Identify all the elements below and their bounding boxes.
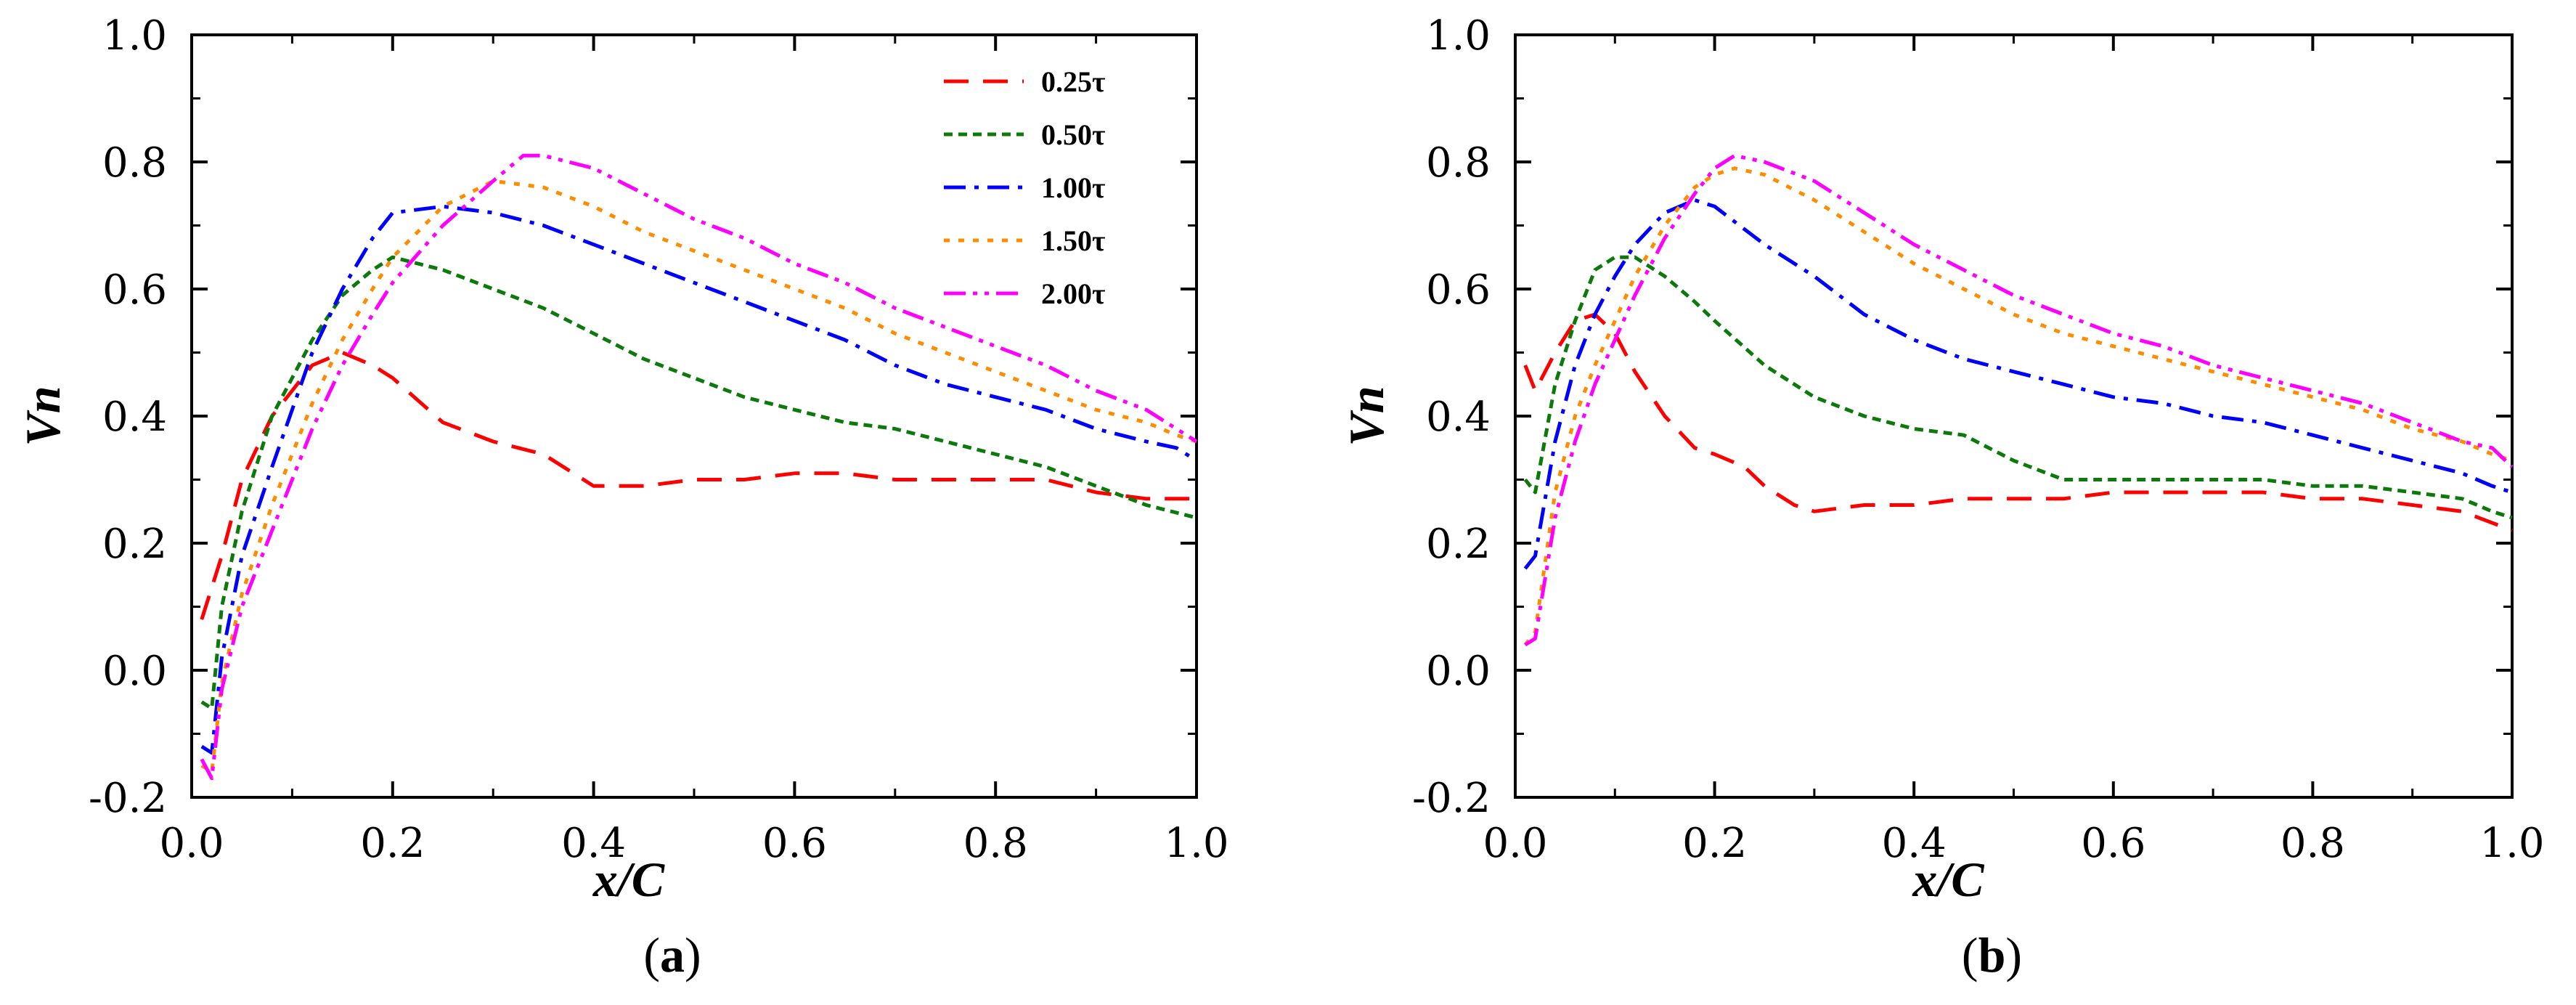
legend-label: 0.25τ — [1041, 65, 1105, 98]
y-tick-label: 0.6 — [1426, 266, 1491, 314]
y-tick-label: 0.2 — [1426, 521, 1491, 568]
y-tick-label: -0.2 — [1412, 775, 1491, 822]
y-tick-label: 0.0 — [1426, 648, 1491, 695]
series-line-2.00τ — [200, 153, 1198, 781]
y-tick-label: 0.4 — [102, 394, 167, 441]
x-tick-label: 0.2 — [1682, 820, 1747, 867]
series-line-1.00τ — [200, 204, 1198, 755]
y-tick-label: 0.0 — [102, 648, 167, 695]
x-axis-title: x/C — [1912, 852, 1984, 907]
x-tick-label: 0.4 — [1882, 820, 1947, 867]
y-tick-label: 1.0 — [102, 12, 167, 60]
series-line-1.50τ — [1523, 166, 2513, 646]
y-axis-title: Vn — [1339, 386, 1394, 446]
x-axis-title: x/C — [592, 852, 665, 907]
x-tick-label: 0.4 — [561, 820, 626, 867]
x-tick-label: 0.2 — [360, 820, 425, 867]
series-line-1.00τ — [1523, 198, 2513, 570]
panel-a: 0.0 0.2 0.4 0.6 0.8 1.0-0.20.00.20.40.60.81.0… — [15, 12, 1229, 982]
y-tick-label: 0.2 — [102, 521, 167, 568]
series-line-2.00τ — [1524, 153, 2514, 647]
series-line-0.25τ — [200, 351, 1197, 620]
legend-label: 0.50τ — [1041, 118, 1105, 151]
x-tick-label: 0.6 — [2081, 820, 2145, 867]
y-tick-label: 0.6 — [102, 266, 167, 314]
legend-label: 2.00τ — [1041, 277, 1105, 310]
legend-label: 1.50τ — [1041, 224, 1105, 257]
series-line-1.50τ — [200, 179, 1197, 774]
x-tick-label: 0.0 — [1483, 820, 1547, 867]
y-tick-label: -0.2 — [89, 775, 167, 822]
series-line-0.25τ — [1523, 312, 2513, 532]
panel-b: 0.0 0.2 0.4 0.6 0.8 1.0-0.20.00.20.40.60.81.0… — [1339, 12, 2545, 982]
legend-label: 1.00τ — [1041, 171, 1105, 204]
y-tick-label: 0.4 — [1426, 394, 1491, 441]
series-line-0.50τ — [1523, 255, 2513, 520]
x-tick-label: 1.0 — [2479, 820, 2544, 867]
series-line-0.50τ — [200, 255, 1197, 710]
panel-caption: (a) — [643, 927, 701, 982]
x-tick-label: 0.8 — [2281, 820, 2345, 867]
y-tick-label: 0.8 — [1426, 139, 1491, 187]
x-tick-label: 1.0 — [1164, 820, 1228, 867]
panel-caption: (b) — [1962, 927, 2022, 982]
y-tick-label: 0.8 — [102, 139, 167, 187]
y-tick-label: 1.0 — [1426, 12, 1491, 60]
x-tick-label: 0.6 — [762, 820, 827, 867]
x-tick-label: 0.0 — [159, 820, 224, 867]
y-axis-title: Vn — [15, 386, 70, 446]
x-tick-label: 0.8 — [963, 820, 1028, 867]
